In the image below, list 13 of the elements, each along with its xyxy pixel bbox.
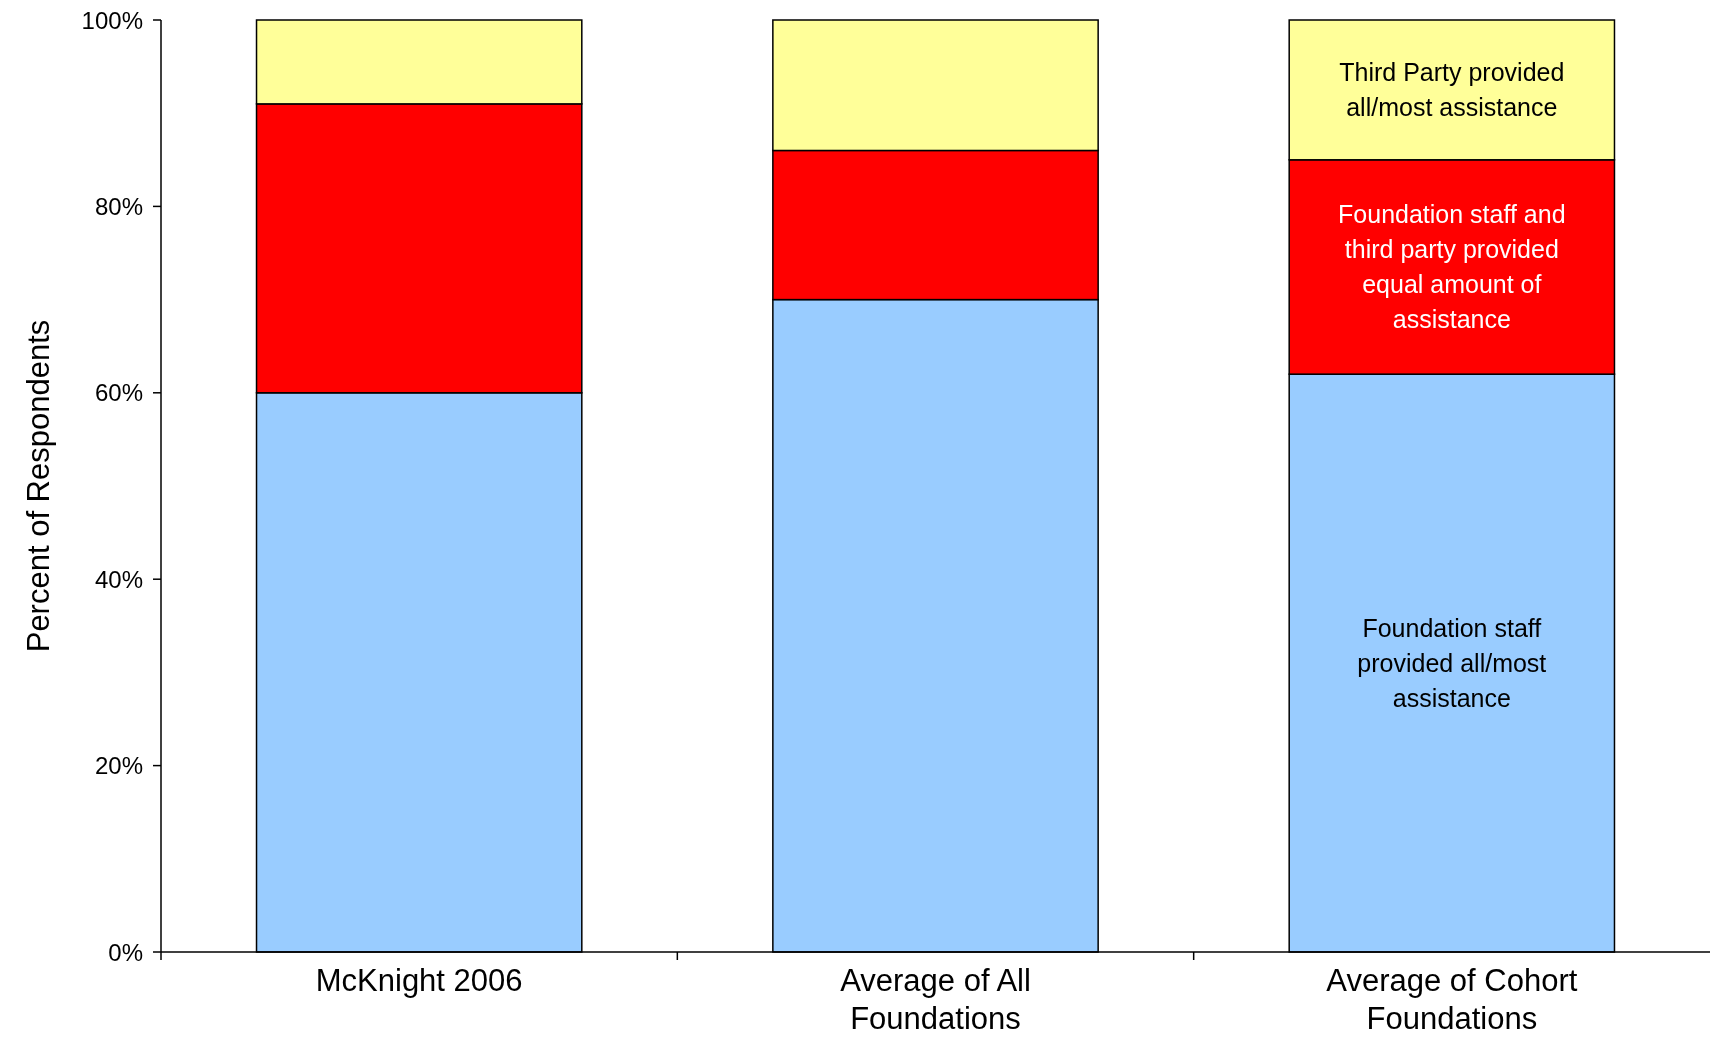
y-tick-label: 0%: [108, 938, 143, 966]
series-label: Foundation staff provided all/most assistance: [1357, 614, 1547, 713]
y-tick-label: 60%: [94, 379, 143, 407]
y-tick-label: 80%: [94, 192, 143, 220]
series-label: Third Party provided all/most assistance: [1339, 58, 1565, 122]
series-label: Foundation staff and third party provided equal amount of assistance: [1338, 200, 1566, 334]
x-tick-label: Average of Cohort Foundations: [1326, 962, 1578, 1036]
y-tick-label: 20%: [94, 752, 143, 780]
y-tick-label: 100%: [81, 6, 143, 34]
x-tick-label: Average of All Foundations: [840, 962, 1031, 1036]
x-tick-label: McKnight 2006: [315, 962, 523, 998]
y-axis-title: Percent of Respondents: [20, 319, 56, 653]
y-tick-label: 40%: [94, 565, 143, 593]
